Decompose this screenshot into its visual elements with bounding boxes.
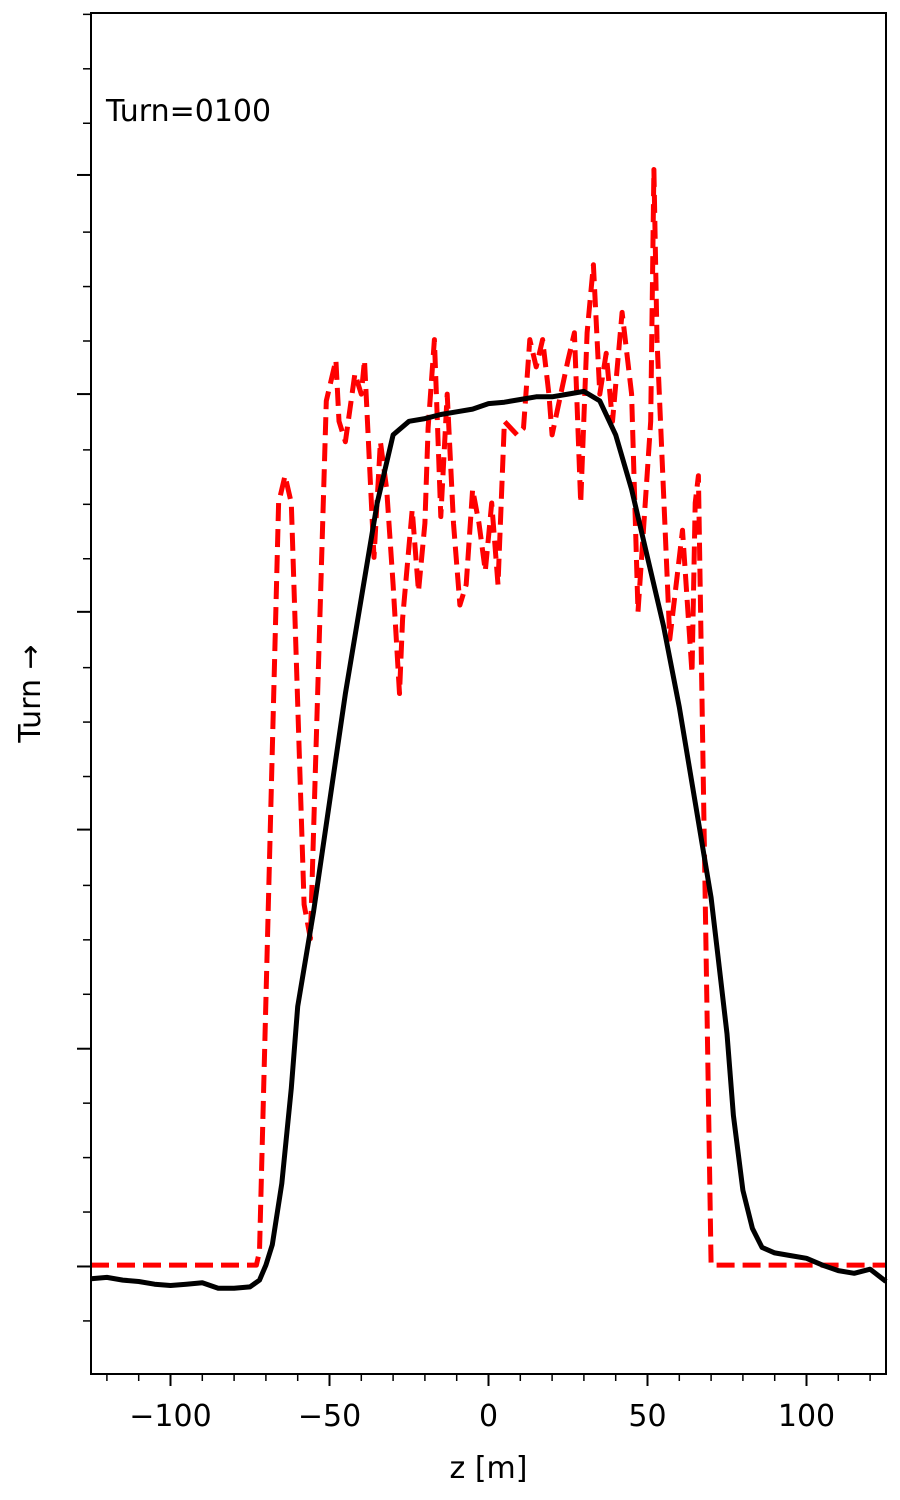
x-tick-label: −100 [129,1399,211,1434]
series-line-solid-black [90,388,888,1291]
x-axis-label: z [m] [450,1451,528,1486]
x-tick-label: 100 [778,1399,835,1434]
x-tick-label: 0 [479,1399,498,1434]
turn-annotation: Turn=0100 [105,94,271,129]
y-axis [77,13,91,1322]
x-tick-label: 50 [628,1399,666,1434]
series-line-dashed-red [91,167,886,1268]
y-axis-label: Turn → [13,644,48,743]
plot-frame [90,12,887,1375]
x-axis: −100 −50 0 50 100 [106,1374,871,1434]
series-layer [90,167,888,1291]
x-tick-label: −50 [298,1399,361,1434]
